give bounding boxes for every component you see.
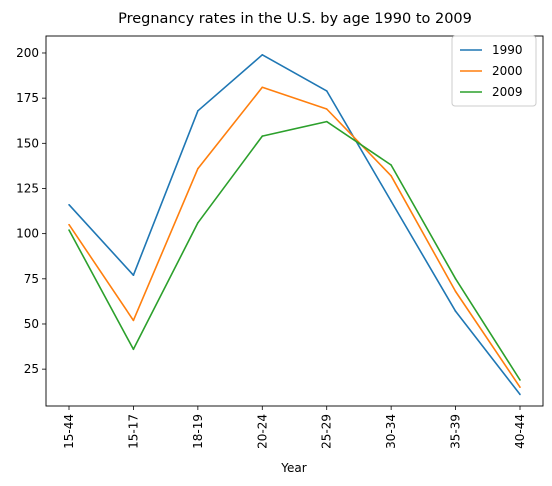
data-point-1990 [325,90,328,92]
legend-label-2009: 2009 [492,85,523,99]
y-tick-label: 75 [24,272,39,286]
x-tick-label: 18-19 [191,414,205,449]
chart-title: Pregnancy rates in the U.S. by age 1990 … [118,11,472,27]
y-tick-label: 100 [16,227,39,241]
series-line-1990 [68,53,521,395]
series-line-2009 [68,120,521,381]
x-tick-label: 25-29 [320,414,334,449]
y-tick-label: 200 [16,46,39,60]
data-point-1990 [68,203,70,206]
y-tick-label: 125 [16,181,39,195]
data-point-1990 [454,310,457,313]
data-point-2009 [261,135,264,137]
legend: 1990 2000 2009 [451,35,537,107]
y-tick-label: 25 [24,362,39,376]
data-point-2009 [325,120,328,123]
data-point-2000 [454,290,457,293]
x-tick-label: 35-39 [449,414,463,449]
data-point-1990 [261,53,264,56]
x-axis-label: Year [280,461,306,475]
x-tick-label: 15-44 [62,414,76,449]
data-point-2009 [390,164,392,166]
data-point-2009 [68,229,70,231]
data-point-2000 [132,319,135,322]
y-axis: 25 50 75 100 125 150 175 200 [16,46,46,376]
series-line-2000 [68,86,521,388]
x-tick-label: 40-44 [513,414,527,449]
legend-box [451,35,537,107]
plot-lines [68,53,521,396]
data-point-2000 [390,175,392,177]
data-point-2000 [519,386,521,389]
data-point-2000 [325,108,328,110]
y-tick-label: 175 [16,91,39,105]
data-point-1990 [197,109,199,112]
plot-frame [45,35,544,407]
data-point-2009 [519,379,521,381]
x-tick-label: 15-17 [126,414,140,449]
data-point-2000 [261,86,264,89]
data-point-1990 [390,200,392,202]
y-tick-label: 50 [24,317,39,331]
x-tick-label: 20-24 [255,414,269,449]
data-point-2000 [68,223,70,226]
data-point-2009 [132,348,135,351]
legend-label-1990: 1990 [492,43,523,57]
data-point-1990 [132,274,135,276]
x-tick-label: 30-34 [384,414,398,449]
data-point-2009 [197,222,199,224]
x-axis: 15-44 15-17 18-19 20-24 25-29 30-34 35-39 40-44 [62,406,527,449]
legend-label-2000: 2000 [492,64,523,78]
data-point-2009 [454,278,457,280]
data-point-2000 [197,167,199,170]
y-tick-label: 150 [16,136,39,150]
data-point-1990 [519,393,521,396]
